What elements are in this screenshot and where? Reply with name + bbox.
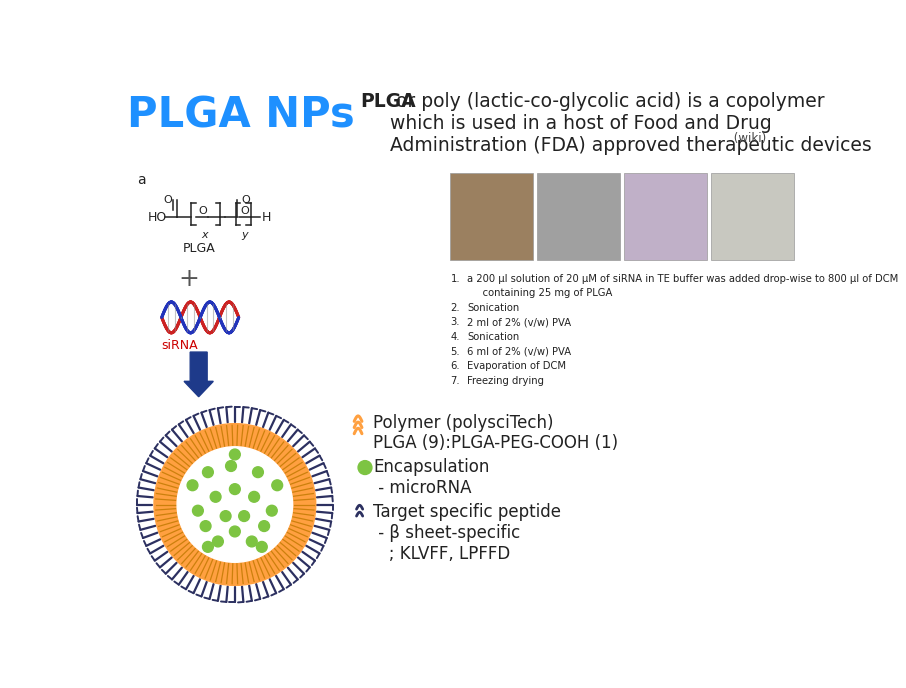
Text: a 200 μl solution of 20 μM of siRNA in TE buffer was added drop-wise to 800 μl o: a 200 μl solution of 20 μM of siRNA in T… <box>467 274 899 283</box>
Circle shape <box>203 541 213 552</box>
Circle shape <box>229 526 240 537</box>
Text: Encapsulation
 - microRNA: Encapsulation - microRNA <box>373 458 490 497</box>
FancyBboxPatch shape <box>711 173 794 259</box>
Circle shape <box>358 461 372 475</box>
Text: 6 ml of 2% (v/w) PVA: 6 ml of 2% (v/w) PVA <box>467 347 572 356</box>
Text: Sonication: Sonication <box>467 332 520 342</box>
Text: or poly (lactic-co-glycolic acid) is a copolymer
which is used in a host of Food: or poly (lactic-co-glycolic acid) is a c… <box>390 92 872 155</box>
Circle shape <box>238 510 249 522</box>
FancyBboxPatch shape <box>537 173 620 259</box>
Circle shape <box>259 521 269 531</box>
Text: containing 25 mg of PLGA: containing 25 mg of PLGA <box>467 288 612 298</box>
Circle shape <box>266 505 277 516</box>
Circle shape <box>210 491 221 502</box>
Text: 2 ml of 2% (v/w) PVA: 2 ml of 2% (v/w) PVA <box>467 317 572 327</box>
Text: PLGA: PLGA <box>183 242 216 255</box>
Text: Freezing drying: Freezing drying <box>467 376 545 386</box>
Text: 5.: 5. <box>450 347 460 356</box>
FancyArrow shape <box>184 352 213 397</box>
Text: PLGA: PLGA <box>361 92 416 111</box>
Circle shape <box>154 424 315 585</box>
Circle shape <box>213 536 223 547</box>
Text: O: O <box>163 195 172 206</box>
Text: O: O <box>198 206 207 216</box>
Text: 2.: 2. <box>450 303 460 313</box>
Text: a: a <box>137 173 146 187</box>
Circle shape <box>272 480 283 491</box>
Text: 3.: 3. <box>450 317 460 327</box>
Circle shape <box>256 541 267 552</box>
Text: y: y <box>242 230 248 239</box>
Circle shape <box>220 510 231 522</box>
Text: 7.: 7. <box>450 376 460 386</box>
Text: siRNA: siRNA <box>161 339 198 352</box>
Circle shape <box>200 521 211 531</box>
Circle shape <box>229 449 240 460</box>
Text: O: O <box>242 195 251 206</box>
Circle shape <box>253 466 264 477</box>
Text: x: x <box>201 230 208 239</box>
Circle shape <box>249 491 259 502</box>
Text: HO: HO <box>148 211 167 224</box>
Text: PLGA NPs: PLGA NPs <box>127 94 355 136</box>
Text: H: H <box>262 211 271 224</box>
Circle shape <box>229 484 240 495</box>
Text: +: + <box>178 267 199 291</box>
Text: Polymer (polysciTech)
PLGA (9):PLGA-PEG-COOH (1): Polymer (polysciTech) PLGA (9):PLGA-PEG-… <box>373 413 619 453</box>
Text: O: O <box>240 206 249 216</box>
FancyBboxPatch shape <box>450 173 533 259</box>
Text: Target specific peptide
 - β sheet-specific
   ; KLVFF, LPFFD: Target specific peptide - β sheet-specif… <box>373 503 562 563</box>
Text: (wiki): (wiki) <box>730 132 766 145</box>
Circle shape <box>226 461 236 471</box>
Text: 4.: 4. <box>450 332 460 342</box>
Circle shape <box>188 480 198 491</box>
Circle shape <box>203 466 213 477</box>
Circle shape <box>192 505 203 516</box>
FancyBboxPatch shape <box>624 173 707 259</box>
Circle shape <box>177 447 293 562</box>
Text: 1.: 1. <box>450 274 460 283</box>
Text: Sonication: Sonication <box>467 303 520 313</box>
Text: 6.: 6. <box>450 361 460 372</box>
Text: Evaporation of DCM: Evaporation of DCM <box>467 361 566 372</box>
Circle shape <box>246 536 257 547</box>
